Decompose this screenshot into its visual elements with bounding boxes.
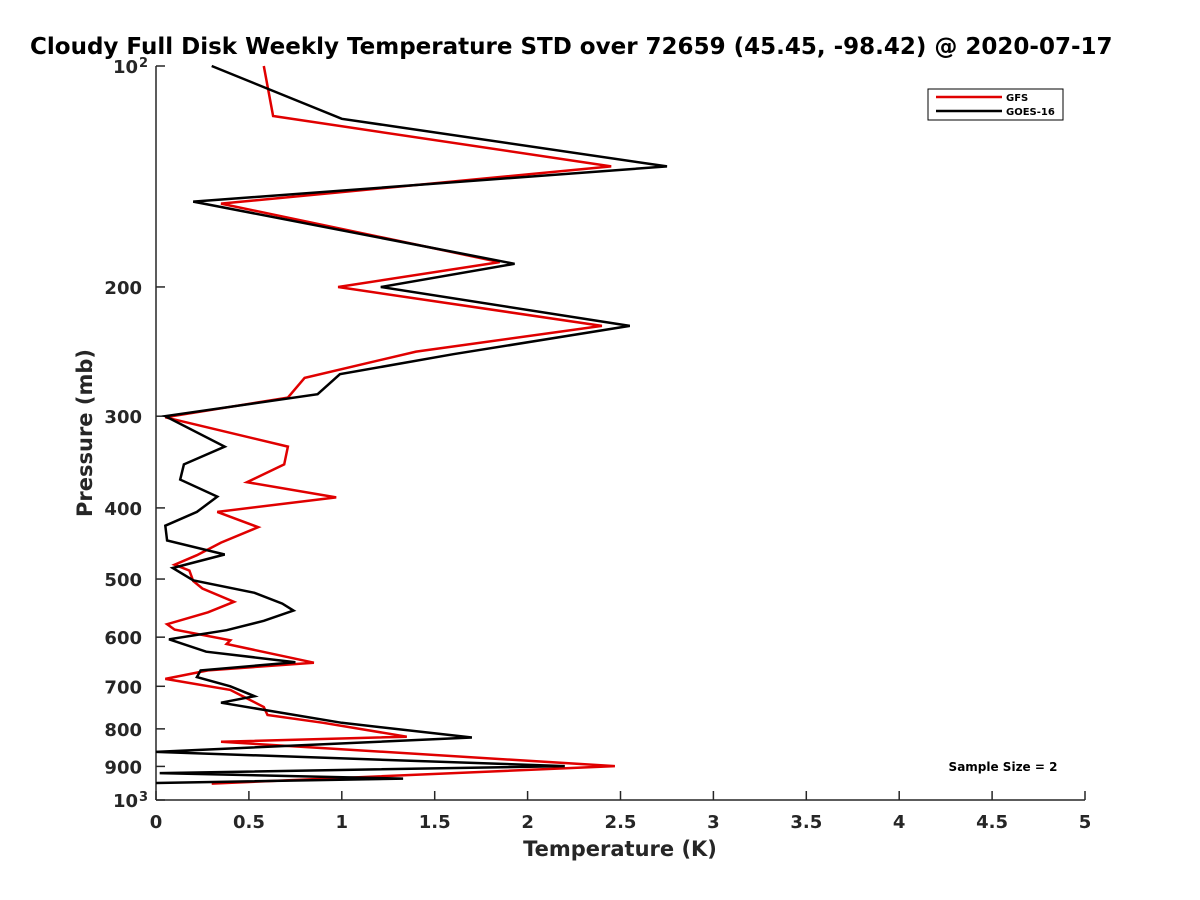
y-tick-label: 700 xyxy=(104,677,142,698)
sample-size-annotation: Sample Size = 2 xyxy=(949,760,1058,774)
y-tick-label: 300 xyxy=(104,407,142,428)
y-tick-label: 400 xyxy=(104,499,142,520)
y-axis-label: Pressure (mb) xyxy=(73,349,97,517)
x-axis-label: Temperature (K) xyxy=(523,837,717,861)
y-tick-label: 200 xyxy=(104,278,142,299)
legend: GFS GOES-16 xyxy=(927,88,1064,121)
y-tick-label: 800 xyxy=(104,720,142,741)
y-tick-label: 900 xyxy=(104,757,142,778)
tick-group: 0 0.5 1 1.5 2 2.5 3 3.5 4 4.5 510 22003004005006007… xyxy=(104,56,1091,833)
x-tick-label: 2 xyxy=(521,812,534,833)
y-tick-label: 500 xyxy=(104,570,142,591)
legend-box xyxy=(927,88,1064,121)
y-tick-label: 600 xyxy=(104,628,142,649)
x-tick-label: 3.5 xyxy=(790,812,822,833)
legend-label-goes16: GOES-16 xyxy=(1006,107,1055,118)
series-layer xyxy=(155,64,668,785)
x-tick-label: 1 xyxy=(336,812,349,833)
y-tick-label: 10 xyxy=(113,57,138,78)
series-line-gfs xyxy=(164,65,615,785)
x-tick-label: 4.5 xyxy=(976,812,1008,833)
chart-title: Cloudy Full Disk Weekly Temperature STD … xyxy=(30,34,1113,60)
y-tick-label: 10 xyxy=(113,791,138,812)
legend-label-gfs: GFS xyxy=(1006,93,1028,104)
x-tick-label: 3 xyxy=(707,812,720,833)
y-tick-exponent: 3 xyxy=(139,790,148,805)
x-tick-label: 2.5 xyxy=(605,812,637,833)
x-tick-label: 0.5 xyxy=(233,812,265,833)
x-tick-label: 1.5 xyxy=(419,812,451,833)
x-tick-label: 4 xyxy=(893,812,906,833)
y-tick-exponent: 2 xyxy=(139,56,148,71)
series-line-goes16 xyxy=(155,64,668,785)
x-tick-label: 0 xyxy=(150,812,163,833)
x-tick-label: 5 xyxy=(1079,812,1092,833)
